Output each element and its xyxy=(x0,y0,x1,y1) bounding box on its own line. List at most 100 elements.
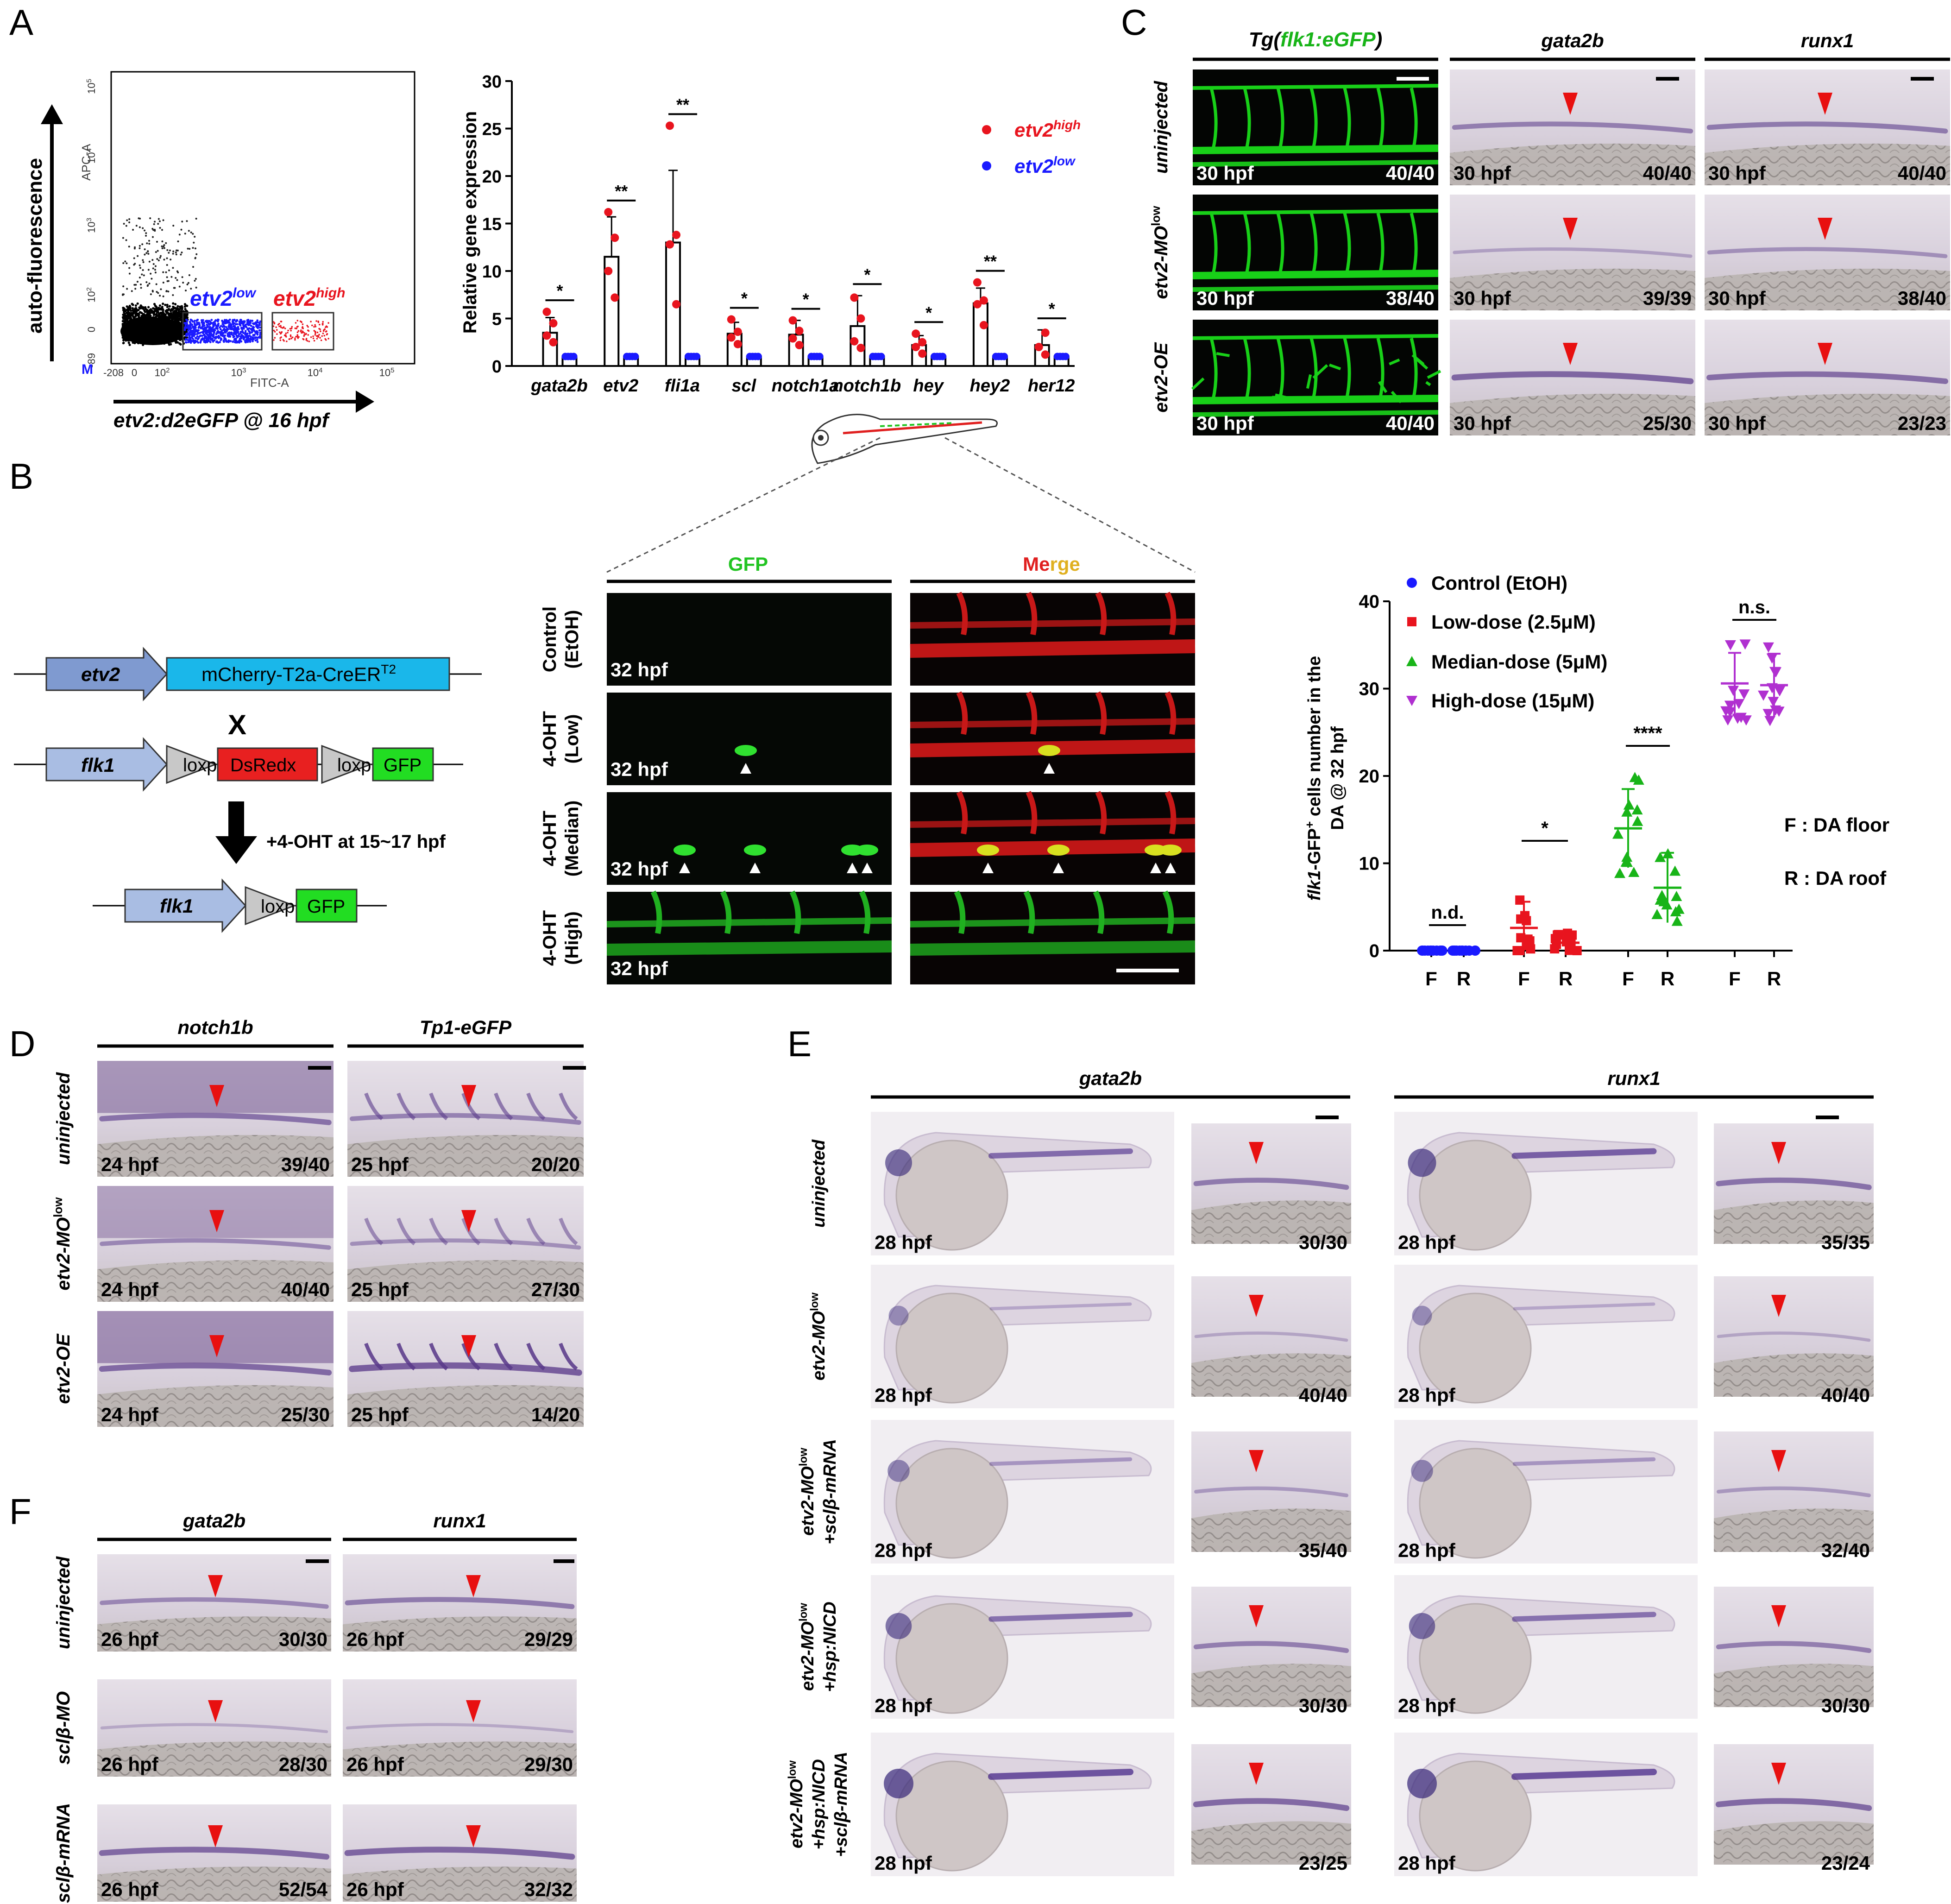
flow-event xyxy=(154,271,157,274)
flow-event-low xyxy=(193,320,196,322)
flow-event xyxy=(178,233,181,236)
somite-stain xyxy=(429,1343,448,1371)
flow-event-low xyxy=(259,332,262,334)
red-arrowhead-marker xyxy=(1771,1142,1786,1164)
ish-image xyxy=(343,1804,577,1902)
row-label-d-2: etv2-OE xyxy=(53,1333,74,1404)
flow-event-low xyxy=(246,322,249,325)
flow-event xyxy=(133,309,136,312)
flow-marker-m: M xyxy=(82,362,93,377)
flow-event xyxy=(141,315,144,318)
flow-event-low xyxy=(240,319,242,322)
gfp-column-header: GFP xyxy=(728,553,768,575)
count-label: 14/20 xyxy=(531,1404,580,1425)
stain-band xyxy=(1706,371,1948,384)
flow-event xyxy=(151,259,154,261)
flow-event-low xyxy=(235,334,238,337)
somite-stain xyxy=(461,1092,481,1121)
flow-event xyxy=(142,261,145,263)
row-label-e-1: etv2-MOlow xyxy=(808,1292,829,1381)
flow-event xyxy=(174,287,176,289)
flow-event xyxy=(172,252,174,255)
flow-event-low xyxy=(191,323,194,326)
ish-zoom-image xyxy=(1191,1276,1351,1397)
flow-event-low xyxy=(188,326,190,329)
flow-event xyxy=(128,343,131,347)
point-high xyxy=(733,340,742,348)
flow-y-tick-1: 104 xyxy=(85,148,97,164)
vessel-da xyxy=(1192,395,1439,404)
embryo-stain xyxy=(1512,1612,1656,1622)
white-arrowhead-marker xyxy=(1150,863,1161,873)
count-label: 20/20 xyxy=(531,1154,580,1175)
flow-event xyxy=(172,302,175,305)
time-label: 30 hpf xyxy=(1708,412,1766,434)
flow-event-high xyxy=(326,333,328,335)
row-label-e-2: etv2-MOlow +sclβ-mRNA xyxy=(797,1439,840,1544)
flow-event xyxy=(159,257,161,259)
row-label-text: etv2-OE xyxy=(53,1333,74,1404)
time-label: 28 hpf xyxy=(875,1695,932,1716)
merge-isv xyxy=(1095,592,1107,636)
vessel-isv xyxy=(1209,338,1218,400)
flow-event xyxy=(132,228,134,231)
embryo-vessel-red xyxy=(843,421,982,435)
flow-event-high xyxy=(288,338,290,340)
point-high xyxy=(850,337,859,346)
sig-label: ** xyxy=(676,95,689,114)
head-stain xyxy=(885,1613,912,1639)
count-label: 52/54 xyxy=(279,1879,328,1900)
point-high xyxy=(795,327,804,335)
vessel-isv xyxy=(1309,338,1318,400)
point-high xyxy=(973,300,982,309)
flow-event xyxy=(178,315,181,317)
row-label-f-2: sclβ-mRNA xyxy=(53,1803,74,1903)
flow-event xyxy=(144,253,146,256)
flow-event xyxy=(184,233,186,235)
data-point xyxy=(1651,909,1663,920)
flow-event xyxy=(139,283,142,285)
flow-event xyxy=(159,227,161,229)
row-label-line1: etv2-MO xyxy=(787,1779,806,1848)
point-low xyxy=(754,353,762,360)
flow-event xyxy=(147,269,150,271)
flow-event xyxy=(154,309,157,312)
flow-event-high xyxy=(314,334,316,336)
x-tick-label: R xyxy=(1661,968,1674,990)
vessel-isv xyxy=(1376,88,1385,150)
flow-event-high xyxy=(314,324,316,326)
red-arrowhead-marker xyxy=(461,1085,476,1107)
flow-event-high xyxy=(301,321,302,323)
flow-event xyxy=(175,277,177,279)
gfp-isv xyxy=(1093,890,1105,934)
flow-event xyxy=(165,242,167,244)
flow-event xyxy=(125,225,127,227)
treatment-label: +4-OHT at 15~17 hpf xyxy=(266,832,446,852)
flow-event-low xyxy=(224,321,227,323)
data-point xyxy=(1766,653,1778,664)
row-label-line3: +sclβ-mRNA xyxy=(831,1752,851,1857)
point-high xyxy=(542,308,551,316)
flow-event-low xyxy=(258,322,261,325)
flow-event-high xyxy=(302,332,303,334)
flow-event-low xyxy=(223,325,226,328)
x-tick-label: R xyxy=(1457,968,1471,990)
column-header-runx1: runx1 xyxy=(1801,30,1854,51)
data-point xyxy=(1515,946,1525,955)
flow-event-low xyxy=(199,341,202,344)
row-label-line1: Control xyxy=(540,606,560,672)
flow-event-high xyxy=(274,337,276,339)
flow-event xyxy=(134,246,136,248)
flow-event xyxy=(124,260,126,263)
flow-event xyxy=(186,220,188,222)
ish-zoom-image xyxy=(1714,1744,1874,1865)
merge-isv xyxy=(1095,691,1107,735)
head-stain xyxy=(1411,1460,1433,1482)
flow-event xyxy=(148,240,150,242)
legend-marker-high xyxy=(982,125,991,134)
red-arrowhead-marker xyxy=(1771,1450,1786,1472)
flow-event-low xyxy=(239,332,242,334)
column-header-flk1: Tg(flk1:eGFP) xyxy=(1249,28,1382,51)
merge-isv xyxy=(1164,691,1177,735)
merge-column-header: Merge xyxy=(1023,553,1080,575)
